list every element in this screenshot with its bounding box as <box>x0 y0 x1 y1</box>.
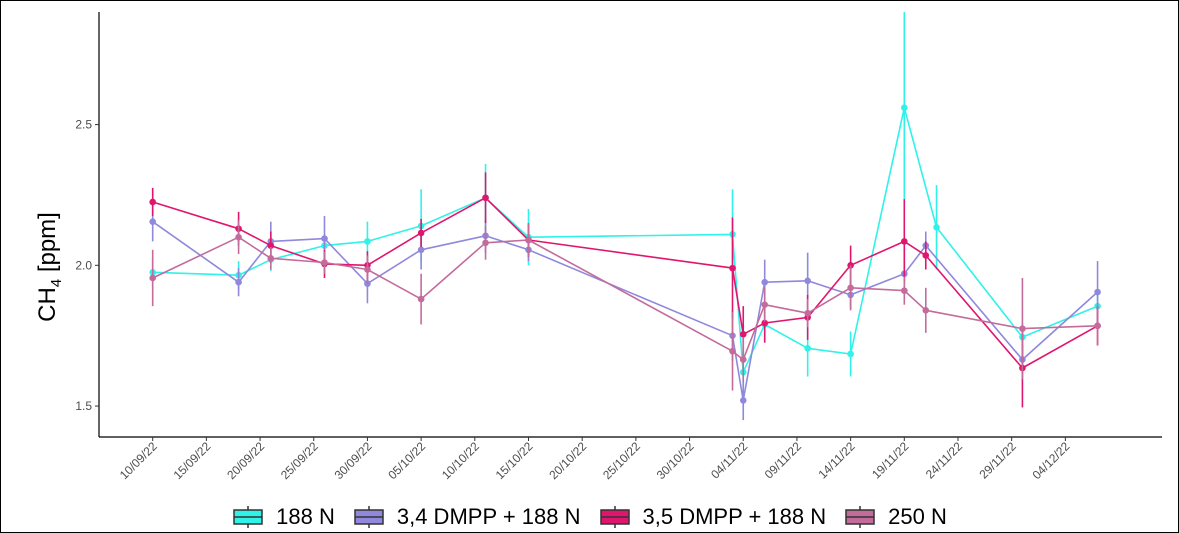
data-point <box>804 309 811 317</box>
x-tick-labels: 10/09/22 15/09/22 20/09/22 25/09/22 30/09/22… <box>117 437 1073 482</box>
data-point <box>149 198 156 206</box>
data-point <box>482 239 489 247</box>
data-point <box>321 235 328 242</box>
series-layer <box>149 12 1101 421</box>
x-tick-label: 24/11/22 <box>923 439 966 482</box>
legend-item: 3,4 DMPP + 188 N <box>353 504 581 530</box>
data-point <box>417 246 425 254</box>
data-point <box>525 236 532 244</box>
data-point <box>1019 325 1026 332</box>
legend-item: 250 N <box>844 504 947 530</box>
series-line <box>152 236 1098 361</box>
data-point <box>267 254 275 262</box>
x-tick-label: 20/10/22 <box>546 439 589 482</box>
x-tick-label: 30/09/22 <box>332 439 375 482</box>
legend-label: 250 N <box>888 503 947 529</box>
x-tick-label: 20/09/22 <box>224 439 267 482</box>
data-point <box>804 345 811 352</box>
data-point <box>1094 322 1101 330</box>
x-tick-label: 14/11/22 <box>815 439 858 482</box>
data-point <box>761 278 769 286</box>
x-tick-label: 25/09/22 <box>278 439 321 482</box>
y-axis-title: CH4 [ppm] <box>34 212 65 322</box>
data-point <box>804 277 811 285</box>
data-point <box>739 330 747 338</box>
x-tick-label: 10/09/22 <box>117 439 160 482</box>
data-point <box>235 278 242 286</box>
legend-key-icon <box>599 505 630 528</box>
data-point <box>739 356 747 363</box>
data-point <box>922 252 930 259</box>
data-point <box>321 259 328 266</box>
legend-key-icon <box>845 505 875 528</box>
data-point <box>729 347 736 355</box>
data-point <box>901 238 908 245</box>
data-point <box>729 264 736 272</box>
series-188-n <box>149 12 1101 387</box>
data-point <box>761 319 769 327</box>
x-tick-label: 25/10/22 <box>600 439 643 482</box>
x-tick-label: 09/11/22 <box>762 439 805 482</box>
data-point <box>149 218 156 225</box>
data-point <box>922 307 930 314</box>
axes <box>98 12 1162 438</box>
legend-label: 188 N <box>276 503 335 529</box>
data-point <box>417 295 425 303</box>
data-point <box>1094 288 1101 296</box>
x-tick-label: 19/11/22 <box>869 439 912 482</box>
data-point <box>761 301 769 309</box>
y-tick-label: 1.5 <box>75 399 92 413</box>
x-tick-label: 15/09/22 <box>171 439 214 482</box>
legend: 188 N 3,4 DMPP + 188 N 3,5 DMPP + 188 N 250… <box>0 500 1179 533</box>
data-point <box>267 242 275 249</box>
data-point <box>482 194 489 202</box>
legend-key-icon <box>233 505 263 528</box>
series-line <box>152 197 1098 369</box>
series-line <box>152 221 1099 402</box>
x-tick-label: 29/11/22 <box>976 439 1019 482</box>
x-tick-label: 05/10/22 <box>385 439 428 482</box>
legend-label: 3,5 DMPP + 188 N <box>642 503 827 529</box>
series-3-4-dmpp-188-n <box>149 201 1101 421</box>
data-point <box>847 284 854 292</box>
data-point <box>149 274 156 282</box>
data-point <box>364 266 371 273</box>
data-point <box>847 350 854 358</box>
data-point <box>364 238 371 245</box>
data-point <box>933 224 940 231</box>
data-point <box>901 104 908 111</box>
x-tick-label: 15/10/22 <box>493 439 536 482</box>
y-tick-label: 2.5 <box>75 118 92 132</box>
data-point <box>417 229 425 237</box>
x-tick-label: 04/11/22 <box>708 439 751 482</box>
legend-item: 3,5 DMPP + 188 N <box>599 503 827 530</box>
legend-item: 188 N <box>232 504 335 530</box>
x-tick-label: 04/12/22 <box>1030 439 1073 482</box>
series-250-n <box>149 220 1101 391</box>
y-tick-label: 2.0 <box>75 258 92 272</box>
x-tick-label: 10/10/22 <box>439 439 482 482</box>
legend-label: 3,4 DMPP + 188 N <box>396 503 581 529</box>
data-point <box>235 233 242 241</box>
data-point <box>901 287 908 294</box>
data-point <box>739 397 747 404</box>
chart: 1.5 2.0 2.5 10/09/22 15/09/22 20/09/22 25/09/… <box>34 12 1162 482</box>
y-tick-labels: 1.5 2.0 2.5 <box>75 118 99 413</box>
legend-key-icon <box>354 505 384 528</box>
x-tick-label: 30/10/22 <box>654 439 697 482</box>
